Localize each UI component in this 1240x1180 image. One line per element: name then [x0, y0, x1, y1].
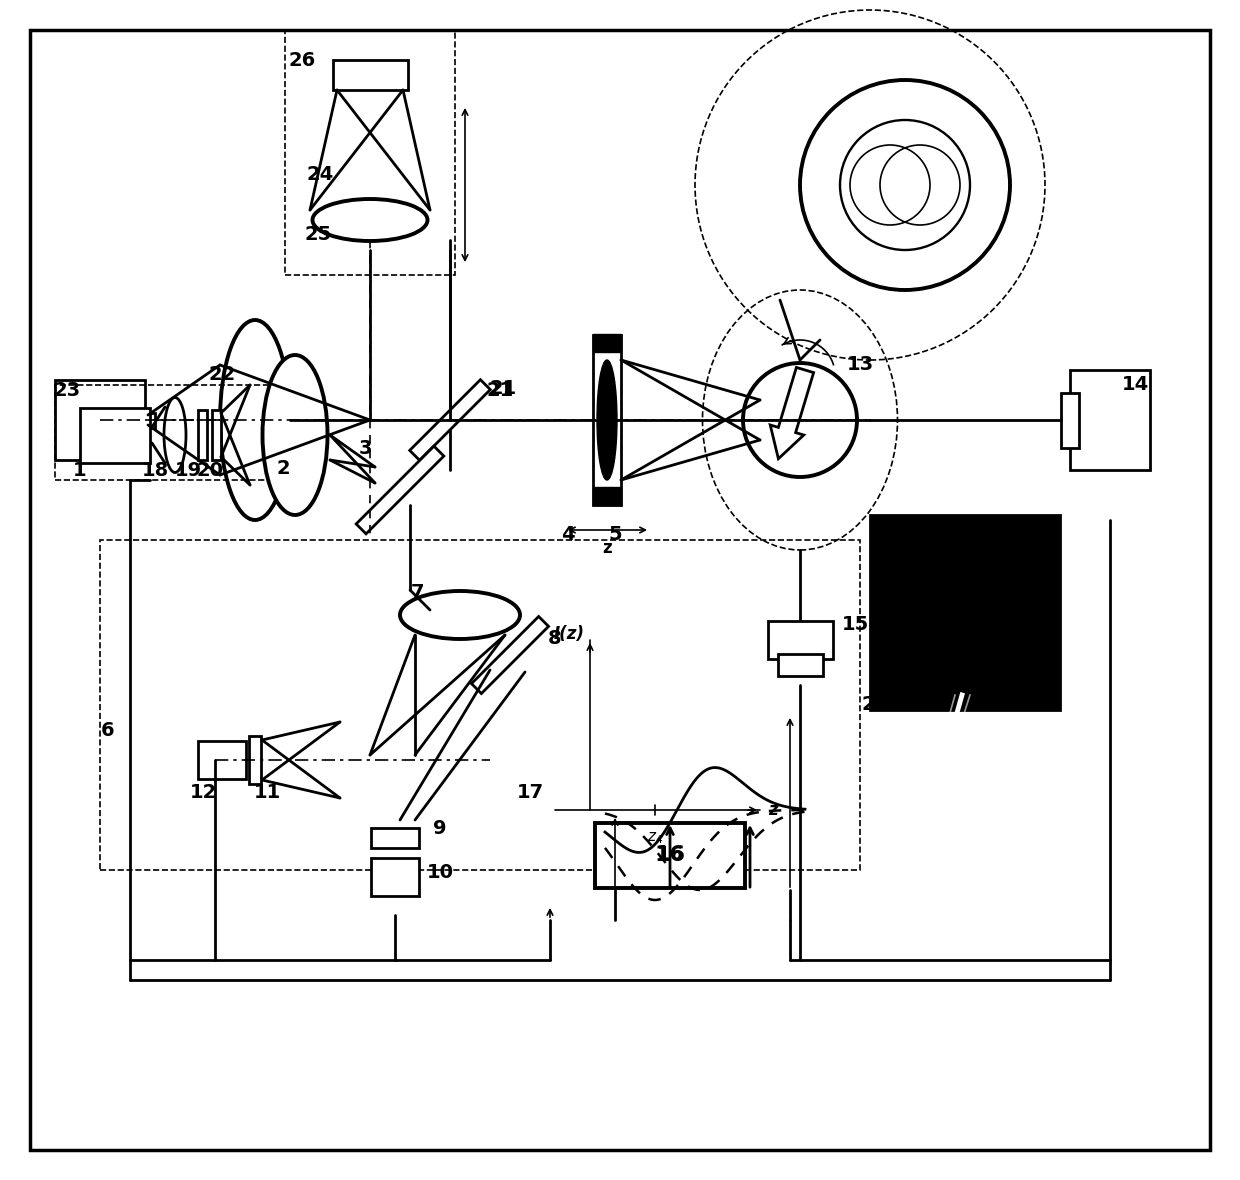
Bar [777, 654, 822, 676]
Text: 5: 5 [608, 525, 621, 544]
Ellipse shape [164, 398, 186, 472]
Text: 14: 14 [1121, 375, 1148, 394]
Bar [55, 380, 145, 460]
Bar [100, 540, 861, 870]
Text: 11: 11 [253, 782, 280, 801]
Text: 7: 7 [412, 583, 425, 602]
Ellipse shape [219, 320, 290, 520]
Text: 12: 12 [190, 782, 217, 801]
Text: 23: 23 [53, 380, 81, 400]
Text: 2: 2 [277, 459, 290, 478]
Text: 8: 8 [548, 629, 562, 648]
Text: 6: 6 [102, 721, 115, 740]
Text: 4: 4 [562, 525, 575, 544]
Text: 16: 16 [655, 845, 686, 865]
Bar [249, 736, 260, 784]
Bar [285, 30, 455, 275]
Bar [593, 487, 621, 505]
Bar [409, 380, 490, 460]
Bar [81, 407, 150, 463]
Text: 1: 1 [73, 460, 87, 479]
Ellipse shape [263, 355, 327, 514]
Bar [198, 741, 246, 779]
Text: 16: 16 [656, 846, 683, 865]
Bar [371, 828, 419, 848]
Text: 13: 13 [847, 355, 873, 374]
Bar [332, 60, 408, 90]
Bar [139, 413, 155, 427]
Text: 3: 3 [358, 439, 372, 458]
Bar [593, 335, 621, 505]
Text: 9: 9 [433, 819, 446, 838]
Text: 26: 26 [289, 51, 316, 70]
Bar [55, 385, 300, 480]
Bar [768, 621, 832, 658]
Text: I(z): I(z) [554, 625, 585, 643]
Text: z: z [768, 801, 777, 819]
Bar [593, 334, 621, 352]
Bar [870, 514, 1060, 710]
Bar [595, 822, 745, 887]
Text: 21: 21 [486, 380, 513, 400]
Text: 15: 15 [842, 616, 869, 635]
Text: 21: 21 [490, 379, 517, 398]
Bar [1061, 393, 1079, 447]
Bar [212, 409, 221, 460]
Text: 20: 20 [196, 460, 223, 479]
Text: 18: 18 [141, 460, 169, 479]
Text: 22: 22 [208, 366, 236, 385]
FancyArrow shape [770, 367, 813, 459]
Bar [371, 858, 419, 896]
Text: 17: 17 [516, 782, 543, 801]
Ellipse shape [312, 199, 428, 241]
Text: 25: 25 [304, 225, 331, 244]
Bar [1070, 371, 1149, 470]
Bar [471, 616, 548, 694]
Bar [356, 446, 444, 533]
Text: 19: 19 [175, 460, 202, 479]
Text: z: z [603, 539, 611, 557]
Text: $z_4$: $z_4$ [647, 830, 663, 846]
Bar [197, 409, 207, 460]
Text: 10: 10 [427, 864, 454, 883]
Text: 24: 24 [306, 165, 334, 184]
Text: 27: 27 [862, 695, 889, 715]
Ellipse shape [596, 360, 618, 480]
Ellipse shape [401, 591, 520, 640]
